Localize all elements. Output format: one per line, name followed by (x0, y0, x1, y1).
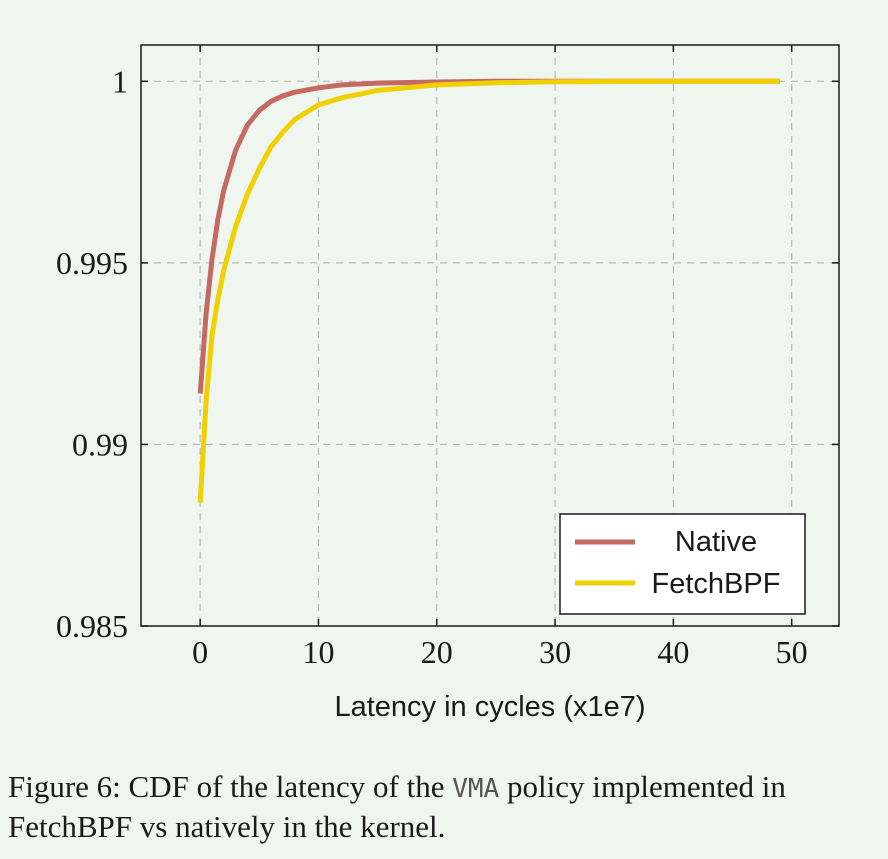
x-tick-label: 20 (421, 634, 453, 670)
y-tick-label: 1 (112, 63, 128, 99)
y-tick-label: 0.985 (56, 608, 128, 644)
series-line-fetchbpf (197, 78, 780, 503)
plot-frame (140, 44, 840, 627)
legend-label-fetchbpf: FetchBPF (652, 568, 781, 600)
caption-code: VMA (452, 774, 500, 804)
x-tick-label: 0 (192, 634, 208, 670)
axis-ticks: 0 10 20 30 40 50 0.985 0.99 0.995 1 (56, 45, 839, 670)
caption-prefix: Figure 6: CDF of the latency of the (8, 769, 453, 804)
x-tick-label: 30 (539, 634, 571, 670)
y-tick-label: 0.995 (56, 245, 128, 281)
legend-box (559, 513, 806, 615)
caption-suffix: policy implemented in FetchBPF vs native… (8, 769, 786, 844)
x-tick-label: 50 (776, 634, 808, 670)
legend-label-native: Native (675, 526, 757, 558)
y-tick-label: 0.99 (72, 426, 128, 462)
x-axis-title: Latency in cycles (x1e7) (334, 691, 645, 723)
series-lines (197, 78, 780, 503)
x-tick-label: 10 (302, 634, 334, 670)
figure-caption: Figure 6: CDF of the latency of the VMA … (8, 768, 883, 846)
x-tick-label: 40 (657, 634, 689, 670)
legend: Native FetchBPF (559, 513, 806, 615)
cdf-chart: 0 10 20 30 40 50 0.985 0.99 0.995 1 Latency in cy… (56, 44, 840, 723)
